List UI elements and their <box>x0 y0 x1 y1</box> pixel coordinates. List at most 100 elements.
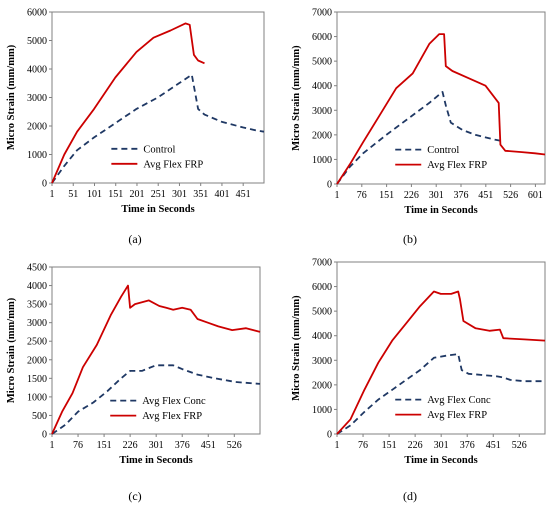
y-tick-label: 1000 <box>27 392 47 403</box>
y-tick-label: 7000 <box>312 8 332 19</box>
x-tick-label: 376 <box>175 440 190 451</box>
y-tick-label: 2000 <box>27 122 47 133</box>
legend-label: Avg Flex Conc <box>427 395 491 406</box>
x-axis-label: Time in Seconds <box>404 205 477 216</box>
y-tick-label: 6000 <box>312 282 332 293</box>
x-axis-label: Time in Seconds <box>121 204 194 215</box>
x-tick-label: 451 <box>236 189 251 200</box>
y-tick-label: 3500 <box>27 300 47 311</box>
legend-label: Control <box>427 145 459 156</box>
series-line-dashed <box>336 353 545 435</box>
x-tick-label: 151 <box>108 189 123 200</box>
series-line-dashed <box>336 91 503 185</box>
x-tick-label: 1 <box>335 440 340 451</box>
y-tick-label: 2000 <box>312 380 332 391</box>
x-tick-label: 76 <box>357 190 367 201</box>
legend-label: Avg Flex Conc <box>142 396 206 407</box>
x-tick-label: 151 <box>379 190 394 201</box>
chart-panel-c: 0 500 1000 1500 2000 2500 3000 3500 4000 4500 1 76 1… <box>6 263 261 503</box>
y-axis-label: Micro Strain (mm/mm) <box>6 44 17 150</box>
series-line-dashed <box>51 73 265 184</box>
legend-label: Control <box>143 144 175 155</box>
x-tick-label: 351 <box>193 189 208 200</box>
y-tick-label: 1000 <box>312 155 332 166</box>
x-tick-label: 301 <box>172 189 187 200</box>
series-line-solid <box>336 290 546 435</box>
x-tick-label: 376 <box>460 440 475 451</box>
y-tick-label: 0 <box>327 430 332 441</box>
x-tick-label: 226 <box>123 440 138 451</box>
x-tick-label: 301 <box>434 440 449 451</box>
x-tick-label: 1 <box>50 189 55 200</box>
x-tick-label: 151 <box>382 440 397 451</box>
panel-caption: (c) <box>128 489 141 503</box>
x-tick-label: 601 <box>528 190 543 201</box>
y-tick-label: 3000 <box>312 106 332 117</box>
y-axis-label: Micro Strain (mm/mm) <box>6 297 17 403</box>
x-tick-label: 251 <box>151 189 166 200</box>
y-tick-label: 1000 <box>312 405 332 416</box>
y-axis-label: Micro Strain (mm/mm) <box>291 45 302 151</box>
y-tick-label: 6000 <box>312 32 332 43</box>
y-tick-label: 1500 <box>27 374 47 385</box>
panel-caption: (a) <box>128 232 141 246</box>
x-tick-label: 301 <box>149 440 164 451</box>
x-tick-label: 301 <box>429 190 444 201</box>
plot-frame <box>51 266 261 435</box>
y-tick-label: 2000 <box>312 130 332 141</box>
x-axis-label: Time in Seconds <box>119 455 192 466</box>
y-tick-label: 5000 <box>27 36 47 47</box>
legend-label: Avg Flex FRP <box>143 159 203 170</box>
y-tick-label: 2500 <box>27 337 47 348</box>
y-tick-label: 3000 <box>312 356 332 367</box>
x-tick-label: 451 <box>486 440 501 451</box>
x-tick-label: 226 <box>408 440 423 451</box>
panel-caption: (d) <box>403 489 417 503</box>
x-tick-label: 451 <box>478 190 493 201</box>
x-tick-label: 101 <box>87 189 102 200</box>
y-tick-label: 3000 <box>27 318 47 329</box>
y-tick-label: 4000 <box>27 65 47 76</box>
x-tick-label: 526 <box>227 440 242 451</box>
y-tick-label: 0 <box>327 180 332 191</box>
x-tick-label: 76 <box>73 440 83 451</box>
x-tick-label: 226 <box>404 190 419 201</box>
y-tick-label: 0 <box>42 430 47 441</box>
y-tick-label: 500 <box>32 411 47 422</box>
plot-frame <box>51 11 265 184</box>
x-tick-label: 1 <box>50 440 55 451</box>
series-line-dashed <box>51 364 261 435</box>
y-tick-label: 3000 <box>27 93 47 104</box>
x-tick-label: 401 <box>214 189 229 200</box>
x-tick-label: 451 <box>201 440 216 451</box>
legend-label: Avg Flex FRP <box>142 411 202 422</box>
chart-panel-d: 0 1000 2000 3000 4000 5000 6000 7000 1 76 151 226 30… <box>291 258 546 503</box>
chart-panel-b: 0 1000 2000 3000 4000 5000 6000 7000 1 76 151 226 30… <box>291 8 546 246</box>
x-tick-label: 201 <box>129 189 144 200</box>
y-tick-label: 7000 <box>312 258 332 269</box>
y-axis-label: Micro Strain (mm/mm) <box>291 295 302 401</box>
plot-frame <box>336 11 546 185</box>
series-line-solid <box>51 284 261 435</box>
y-tick-label: 4000 <box>312 81 332 92</box>
x-tick-label: 526 <box>512 440 527 451</box>
x-axis-label: Time in Seconds <box>404 455 477 466</box>
x-tick-label: 151 <box>97 440 112 451</box>
x-tick-label: 1 <box>335 190 340 201</box>
x-tick-label: 51 <box>68 189 78 200</box>
y-tick-label: 2000 <box>27 355 47 366</box>
y-tick-label: 4000 <box>312 331 332 342</box>
x-tick-label: 376 <box>454 190 469 201</box>
y-tick-label: 1000 <box>27 150 47 161</box>
series-line-solid <box>51 22 205 184</box>
y-tick-label: 4000 <box>27 281 47 292</box>
y-tick-label: 6000 <box>27 8 47 19</box>
y-tick-label: 4500 <box>27 263 47 274</box>
legend-label: Avg Flex FRP <box>427 160 487 171</box>
series-line-solid <box>336 33 546 185</box>
legend-label: Avg Flex FRP <box>427 410 487 421</box>
y-tick-label: 0 <box>42 179 47 190</box>
panel-caption: (b) <box>403 232 417 246</box>
